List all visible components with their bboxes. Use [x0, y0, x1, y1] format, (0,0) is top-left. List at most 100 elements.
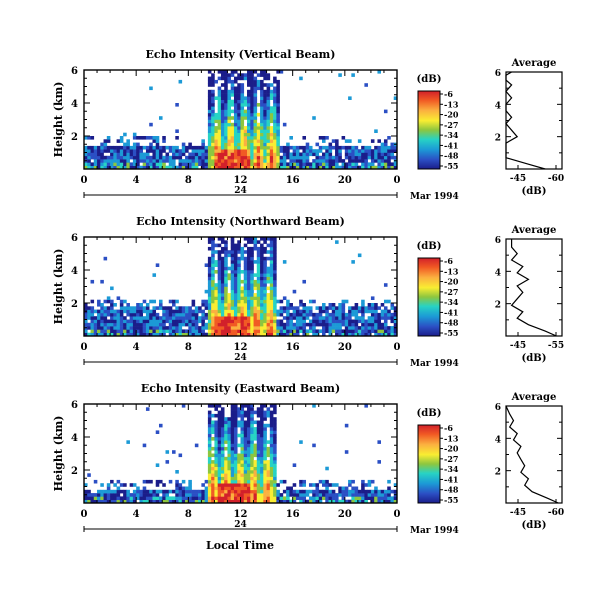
date-month-label: Mar 1994 — [410, 359, 459, 369]
x-tick-label: 12 — [234, 509, 248, 520]
average-frame — [505, 238, 563, 337]
y-tick-label: 6 — [71, 66, 78, 77]
colorbar-tick-label: -34 — [444, 130, 459, 140]
x-tick-label: 12 — [234, 175, 248, 186]
colorbar-tick-label: -41 — [444, 307, 458, 317]
x-tick-label: 0 — [394, 509, 401, 520]
colorbar-tick-label: -6 — [444, 423, 453, 433]
average-title: Average — [511, 225, 557, 236]
colorbar-tick-label: -55 — [444, 328, 458, 338]
average-frame — [505, 71, 563, 170]
colorbar-tick-label: -20 — [444, 110, 459, 120]
average-y-tick-label: 4 — [495, 435, 501, 445]
average-profile-line — [510, 239, 557, 337]
colorbar-tick-label: -34 — [444, 297, 459, 307]
date-day-label: 24 — [234, 520, 247, 530]
average-y-tick-label: 6 — [495, 236, 501, 246]
x-tick-label: 0 — [81, 342, 88, 353]
y-tick-label: 4 — [71, 433, 78, 444]
colorbar-tick-label: -55 — [444, 495, 458, 505]
colorbar-tick-label: -27 — [444, 120, 458, 130]
x-tick-label: 20 — [338, 342, 352, 353]
y-axis-label: Height (km) — [52, 416, 65, 492]
average-profile-line — [505, 71, 546, 170]
y-axis-label: Height (km) — [52, 82, 65, 158]
average-y-tick-label: 6 — [495, 403, 501, 413]
average-title: Average — [511, 392, 557, 403]
average-x-tick-label: -45 — [510, 508, 526, 518]
colorbar-tick-label: -48 — [444, 151, 459, 161]
panel-1: Echo Intensity (Northward Beam) Height (k… — [52, 215, 564, 369]
colorbar-unit: (dB) — [417, 408, 442, 419]
colorbar-tick-label: -55 — [444, 161, 458, 171]
average-y-tick-label: 2 — [495, 134, 501, 144]
y-axis-label: Height (km) — [52, 249, 65, 325]
x-tick-label: 12 — [234, 342, 248, 353]
x-tick-label: 8 — [185, 175, 192, 186]
colorbar-tick-label: -41 — [444, 474, 458, 484]
x-tick-label: 0 — [81, 175, 88, 186]
panel-title: Echo Intensity (Northward Beam) — [136, 215, 345, 228]
x-tick-label: 4 — [133, 342, 140, 353]
average-x-tick-label: -60 — [548, 508, 564, 518]
panel-0: Echo Intensity (Vertical Beam) Height (km… — [52, 48, 564, 202]
colorbar-tick-label: -6 — [444, 256, 453, 266]
colorbar-tick-label: -27 — [444, 287, 458, 297]
colorbar — [417, 90, 441, 170]
colorbar-unit: (dB) — [417, 74, 442, 85]
x-tick-label: 4 — [133, 175, 140, 186]
colorbar — [417, 424, 441, 504]
y-tick-label: 6 — [71, 400, 78, 411]
x-tick-label: 4 — [133, 509, 140, 520]
y-tick-label: 2 — [71, 132, 78, 143]
colorbar-tick-label: -27 — [444, 454, 458, 464]
average-title: Average — [511, 58, 557, 69]
average-x-tick-label: -60 — [548, 174, 564, 184]
y-tick-label: 6 — [71, 233, 78, 244]
date-month-label: Mar 1994 — [410, 526, 459, 536]
x-tick-label: 16 — [286, 342, 300, 353]
colorbar-tick-label: -20 — [444, 444, 459, 454]
x-tick-label: 16 — [286, 509, 300, 520]
panel-title: Echo Intensity (Vertical Beam) — [145, 48, 335, 61]
average-x-tick-label: -45 — [510, 174, 526, 184]
average-x-tick-label: -55 — [548, 341, 564, 351]
x-tick-label: 20 — [338, 175, 352, 186]
average-y-tick-label: 4 — [495, 101, 501, 111]
colorbar-tick-label: -13 — [444, 433, 459, 443]
time-axis-label: Local Time — [206, 539, 274, 552]
average-x-tick-label: -45 — [510, 341, 526, 351]
x-tick-label: 0 — [81, 509, 88, 520]
average-x-label: (dB) — [522, 186, 547, 197]
heatmap-cells — [84, 70, 398, 170]
colorbar-tick-label: -48 — [444, 485, 459, 495]
colorbar-tick-label: -48 — [444, 318, 459, 328]
date-day-label: 24 — [234, 186, 247, 196]
y-tick-label: 4 — [71, 266, 78, 277]
x-tick-label: 0 — [394, 175, 401, 186]
average-y-tick-label: 4 — [495, 268, 501, 278]
colorbar-tick-label: -6 — [444, 89, 453, 99]
heatmap-cells — [84, 404, 398, 504]
x-tick-label: 8 — [185, 509, 192, 520]
x-tick-label: 8 — [185, 342, 192, 353]
heatmap-cells — [84, 237, 398, 337]
x-tick-label: 0 — [394, 342, 401, 353]
colorbar — [417, 257, 441, 337]
y-tick-label: 2 — [71, 299, 78, 310]
average-y-tick-label: 6 — [495, 69, 501, 79]
average-profile-line — [505, 405, 559, 504]
average-y-tick-label: 2 — [495, 468, 501, 478]
average-x-label: (dB) — [522, 353, 547, 364]
panel-2: Echo Intensity (Eastward Beam) Height (km… — [52, 382, 564, 536]
average-frame — [505, 405, 563, 504]
colorbar-tick-label: -13 — [444, 99, 459, 109]
colorbar-tick-label: -41 — [444, 140, 458, 150]
colorbar-unit: (dB) — [417, 241, 442, 252]
y-tick-label: 4 — [71, 99, 78, 110]
panel-title: Echo Intensity (Eastward Beam) — [141, 382, 340, 395]
x-tick-label: 16 — [286, 175, 300, 186]
y-tick-label: 2 — [71, 466, 78, 477]
colorbar-tick-label: -20 — [444, 277, 459, 287]
